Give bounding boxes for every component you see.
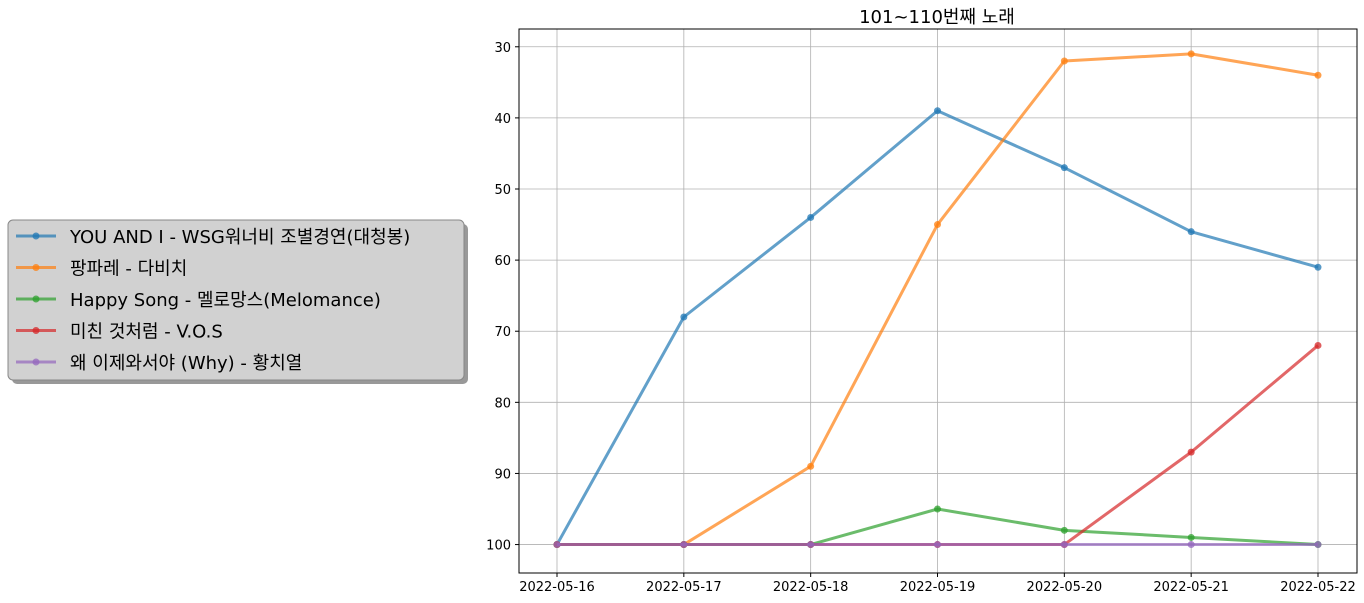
data-point (934, 505, 941, 513)
y-tick-label: 40 (494, 112, 511, 127)
legend-label: 미친 것처럼 - V.O.S (70, 322, 223, 343)
legend: YOU AND I - WSG워너비 조별경연(대청봉) 팡파레 - 다비치 Hap… (7, 219, 468, 384)
x-tick-label: 2022-05-22 (1280, 580, 1356, 595)
data-point (1314, 71, 1322, 79)
data-point (1187, 541, 1195, 549)
data-point (807, 541, 815, 549)
y-tick-label: 100 (486, 539, 511, 554)
x-tick-label: 2022-05-17 (646, 580, 722, 595)
data-point (1060, 541, 1068, 549)
legend-label: 왜 이제와서야 (Why) - 황치열 (70, 353, 302, 374)
data-point (1314, 341, 1322, 349)
legend-label: Happy Song - 멜로망스(Melomance) (70, 290, 381, 311)
legend-box (7, 219, 465, 381)
data-point (1187, 228, 1195, 236)
legend-swatch-marker (32, 327, 40, 334)
data-point (934, 221, 941, 229)
data-point (1187, 50, 1195, 58)
legend-label: YOU AND I - WSG워너비 조별경연(대청봉) (69, 227, 410, 248)
x-tick-label: 2022-05-19 (900, 580, 976, 595)
data-point (1187, 533, 1195, 541)
data-point (553, 541, 561, 549)
legend-label: 팡파레 - 다비치 (70, 259, 187, 280)
y-tick-label: 50 (494, 183, 511, 198)
data-point (1060, 164, 1068, 172)
series-layer (553, 50, 1322, 549)
x-tick-label: 2022-05-20 (1027, 580, 1103, 595)
y-tick-label: 70 (494, 325, 511, 340)
legend-swatch-marker (32, 358, 40, 366)
data-point (807, 462, 815, 470)
data-point (1187, 448, 1195, 456)
y-tick-label: 80 (494, 396, 511, 411)
data-point (1060, 57, 1068, 65)
legend-swatch-marker (32, 295, 40, 303)
grid (519, 29, 1357, 573)
y-tick-label: 90 (494, 467, 511, 482)
y-tick-label: 30 (494, 41, 511, 56)
data-point (807, 213, 815, 221)
data-point (1314, 263, 1322, 271)
legend-swatch-marker (32, 232, 40, 240)
data-point (1060, 526, 1068, 534)
y-tick-label: 60 (494, 254, 511, 269)
data-point (934, 107, 941, 115)
x-tick-label: 2022-05-18 (773, 580, 849, 595)
data-point (680, 313, 688, 321)
tick-labels: 2022-05-16 2022-05-17 2022-05-18 2022-05-19… (486, 41, 1356, 595)
x-tick-label: 2022-05-21 (1153, 580, 1229, 595)
chart-title: 101~110번째 노래 (859, 7, 1015, 28)
legend-swatch-marker (32, 264, 40, 271)
data-point (934, 541, 941, 549)
data-point (680, 541, 688, 549)
x-tick-label: 2022-05-16 (519, 580, 595, 595)
data-point (1314, 541, 1322, 549)
